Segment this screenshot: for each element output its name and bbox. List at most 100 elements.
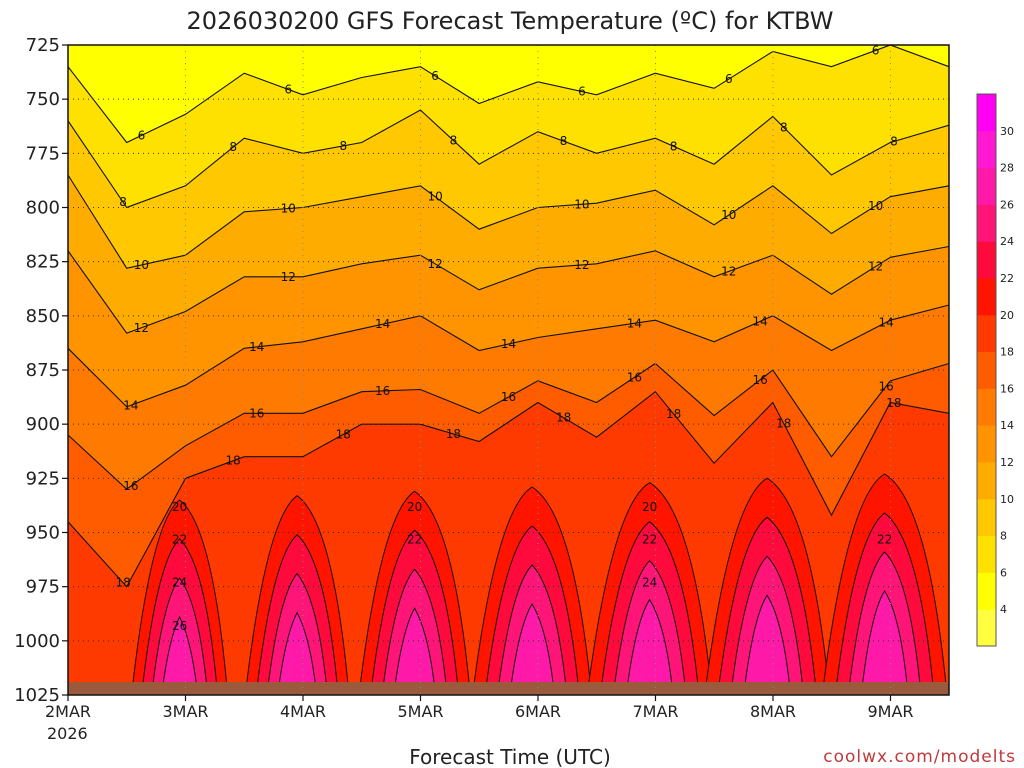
contour-label: 8: [119, 195, 127, 209]
colorbar-swatch: [977, 572, 996, 610]
contour-label: 6: [725, 72, 733, 86]
y-tick-label: 900: [26, 414, 60, 435]
contour-label: 12: [721, 264, 736, 278]
y-tick-label: 750: [26, 89, 60, 110]
contour-label: 18: [446, 427, 461, 441]
contour-label: 6: [284, 82, 292, 96]
colorbar-label: 22: [1000, 272, 1014, 285]
contour-label: 6: [138, 129, 146, 143]
contour-label: 10: [281, 202, 296, 216]
contour-label: 18: [556, 411, 571, 425]
colorbar-label: 4: [1000, 603, 1007, 616]
contour-label: 10: [427, 190, 442, 204]
isotherm-8: [67, 109, 950, 209]
x-tick-label: 7MAR: [632, 702, 678, 721]
contour-labels: 6 6 6 6 6 6 8 8 8 8 8 8 8 8 10 10 10 10 10 10 12 12 12 12 12 12 14…: [115, 43, 901, 633]
x-tick-label: 6MAR: [515, 702, 561, 721]
contour-label: 10: [868, 199, 883, 213]
contour-label: 20: [642, 500, 657, 514]
y-tick-label: 850: [26, 306, 60, 327]
x-tick-label: 5MAR: [397, 702, 443, 721]
chart-title: 2026030200 GFS Forecast Temperature (ºC)…: [187, 7, 834, 35]
warm-spike-26: [509, 603, 555, 696]
warm-spike-26: [625, 598, 674, 696]
colorbar-label: 8: [1000, 530, 1007, 543]
colorbar-label: 30: [1000, 125, 1014, 138]
x-axis-title: Forecast Time (UTC): [409, 745, 611, 768]
warm-spike-26: [860, 590, 909, 696]
contour-label: 22: [172, 532, 187, 546]
contour-label: 16: [753, 373, 768, 387]
contour-label: 14: [375, 317, 390, 331]
contour-label: 8: [450, 134, 458, 148]
colorbar-swatch: [977, 167, 996, 205]
y-tick-label: 800: [26, 198, 60, 219]
colorbar-swatch: [977, 351, 996, 389]
contour-label: 26: [172, 619, 187, 633]
contour-label: 8: [560, 134, 568, 148]
contour-label: 14: [249, 340, 264, 354]
y-tick-label: 825: [26, 252, 60, 273]
contour-label: 18: [336, 427, 351, 441]
colorbar-label: 14: [1000, 419, 1014, 432]
colorbar-label: 6: [1000, 566, 1007, 579]
contour-label: 10: [574, 197, 589, 211]
contour-label: 24: [642, 576, 657, 590]
y-tick-label: 775: [26, 143, 60, 164]
colorbar-label: 12: [1000, 456, 1014, 469]
x-axis-year-label: 2026: [47, 724, 88, 743]
contour-label: 22: [642, 532, 657, 546]
colorbar-label: 16: [1000, 382, 1014, 395]
warm-spike-26: [161, 615, 199, 696]
isotherm-14: [67, 304, 950, 408]
contour-label: 12: [427, 257, 442, 271]
contour-label: 12: [574, 258, 589, 272]
y-tick-label: 950: [26, 523, 60, 544]
colorbar-swatch: [977, 241, 996, 279]
colorbar-swatch: [977, 535, 996, 573]
contour-label: 20: [407, 500, 422, 514]
y-tick-label: 975: [26, 577, 60, 598]
y-tick-label: 1025: [14, 685, 60, 706]
contour-label: 6: [431, 69, 439, 83]
contour-label: 16: [123, 479, 138, 493]
colorbar-swatch: [977, 94, 996, 132]
contour-label: 14: [123, 398, 138, 412]
contour-label: 18: [776, 417, 791, 431]
plot-area: [67, 44, 950, 696]
colorbar-legend: 4 6 8 10 12 14 16 18 20 22 24 26 28 30: [976, 93, 1014, 647]
warm-spike-26: [393, 607, 437, 696]
contour-label: 10: [134, 258, 149, 272]
colorbar-swatch: [977, 130, 996, 169]
colorbar-label: 26: [1000, 198, 1014, 211]
colorbar-swatch: [977, 388, 996, 426]
contour-label: 12: [281, 270, 296, 284]
colorbar-swatch: [977, 609, 996, 647]
colorbar-swatch: [977, 498, 996, 537]
contour-label: 24: [172, 576, 187, 590]
contour-label: 14: [501, 337, 516, 351]
contour-label: 18: [666, 407, 681, 421]
colorbar-swatch: [977, 204, 996, 242]
contour-label: 14: [878, 315, 893, 329]
contour-label: 8: [780, 121, 788, 135]
contour-label: 18: [886, 396, 901, 410]
contour-label: 22: [407, 532, 422, 546]
y-tick-label: 925: [26, 468, 60, 489]
x-tick-label: 2MAR: [45, 702, 91, 721]
contour-label: 16: [878, 379, 893, 393]
colorbar-label: 18: [1000, 346, 1014, 359]
x-tick-label: 8MAR: [750, 702, 796, 721]
colorbar-swatch: [977, 462, 996, 500]
y-axis: 725 750 775 800 825 850 875 900 925 950 975 1000 102…: [14, 35, 68, 706]
contour-label: 16: [627, 370, 642, 384]
contour-label: 12: [134, 321, 149, 335]
contour-label: 8: [890, 134, 898, 148]
contour-label: 14: [753, 314, 768, 328]
contour-label: 8: [339, 139, 347, 153]
colorbar-label: 10: [1000, 493, 1014, 506]
contour-label: 14: [627, 316, 642, 330]
contour-label: 6: [872, 43, 880, 57]
y-tick-label: 1000: [14, 631, 60, 652]
isotherm-18: [67, 390, 950, 588]
